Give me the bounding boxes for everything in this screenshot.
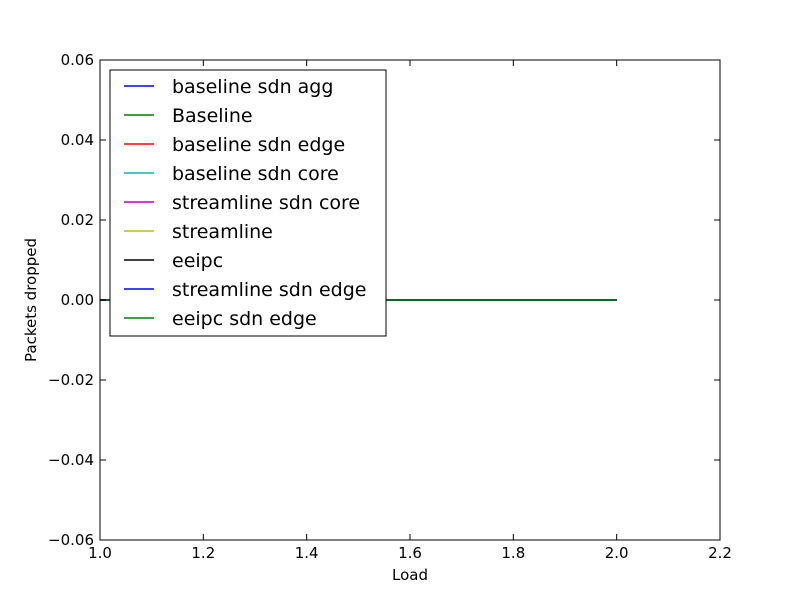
x-tick-label: 2.2 <box>708 544 732 562</box>
legend-label-6: streamline <box>172 221 273 243</box>
legend: baseline sdn agg Baseline baseline sdn edg… <box>109 69 387 337</box>
legend-label-3: baseline sdn edge <box>172 134 345 156</box>
x-tick-label: 1.0 <box>88 544 112 562</box>
legend-label-9: eeipc sdn edge <box>172 308 317 330</box>
x-tick-label: 1.2 <box>191 544 215 562</box>
x-tick-label: 1.8 <box>501 544 525 562</box>
legend-label-1: baseline sdn agg <box>172 76 333 98</box>
x-tick-label: 1.6 <box>398 544 422 562</box>
x-tick-label: 2.0 <box>605 544 629 562</box>
x-axis-label: Load <box>392 566 428 584</box>
y-tick-label: 0.04 <box>61 131 94 149</box>
y-axis-label: Packets dropped <box>22 238 40 362</box>
y-tick-label: −0.02 <box>48 371 94 389</box>
ticks-layer: 1.0 1.2 1.4 1.6 1.8 2.0 2.2 −0.06 −0.04 −0.02 0.00… <box>48 51 732 562</box>
legend-label-4: baseline sdn core <box>172 163 339 185</box>
y-tick-label: −0.04 <box>48 451 94 469</box>
y-tick-label: 0.00 <box>61 291 94 309</box>
legend-label-2: Baseline <box>172 105 253 127</box>
y-tick-label: −0.06 <box>48 531 94 549</box>
legend-box <box>109 69 387 337</box>
y-tick-label: 0.06 <box>61 51 94 69</box>
legend-label-8: streamline sdn edge <box>172 279 366 301</box>
legend-label-7: eeipc <box>172 250 223 272</box>
y-tick-label: 0.02 <box>61 211 94 229</box>
legend-label-5: streamline sdn core <box>172 192 360 214</box>
x-tick-label: 1.4 <box>295 544 319 562</box>
